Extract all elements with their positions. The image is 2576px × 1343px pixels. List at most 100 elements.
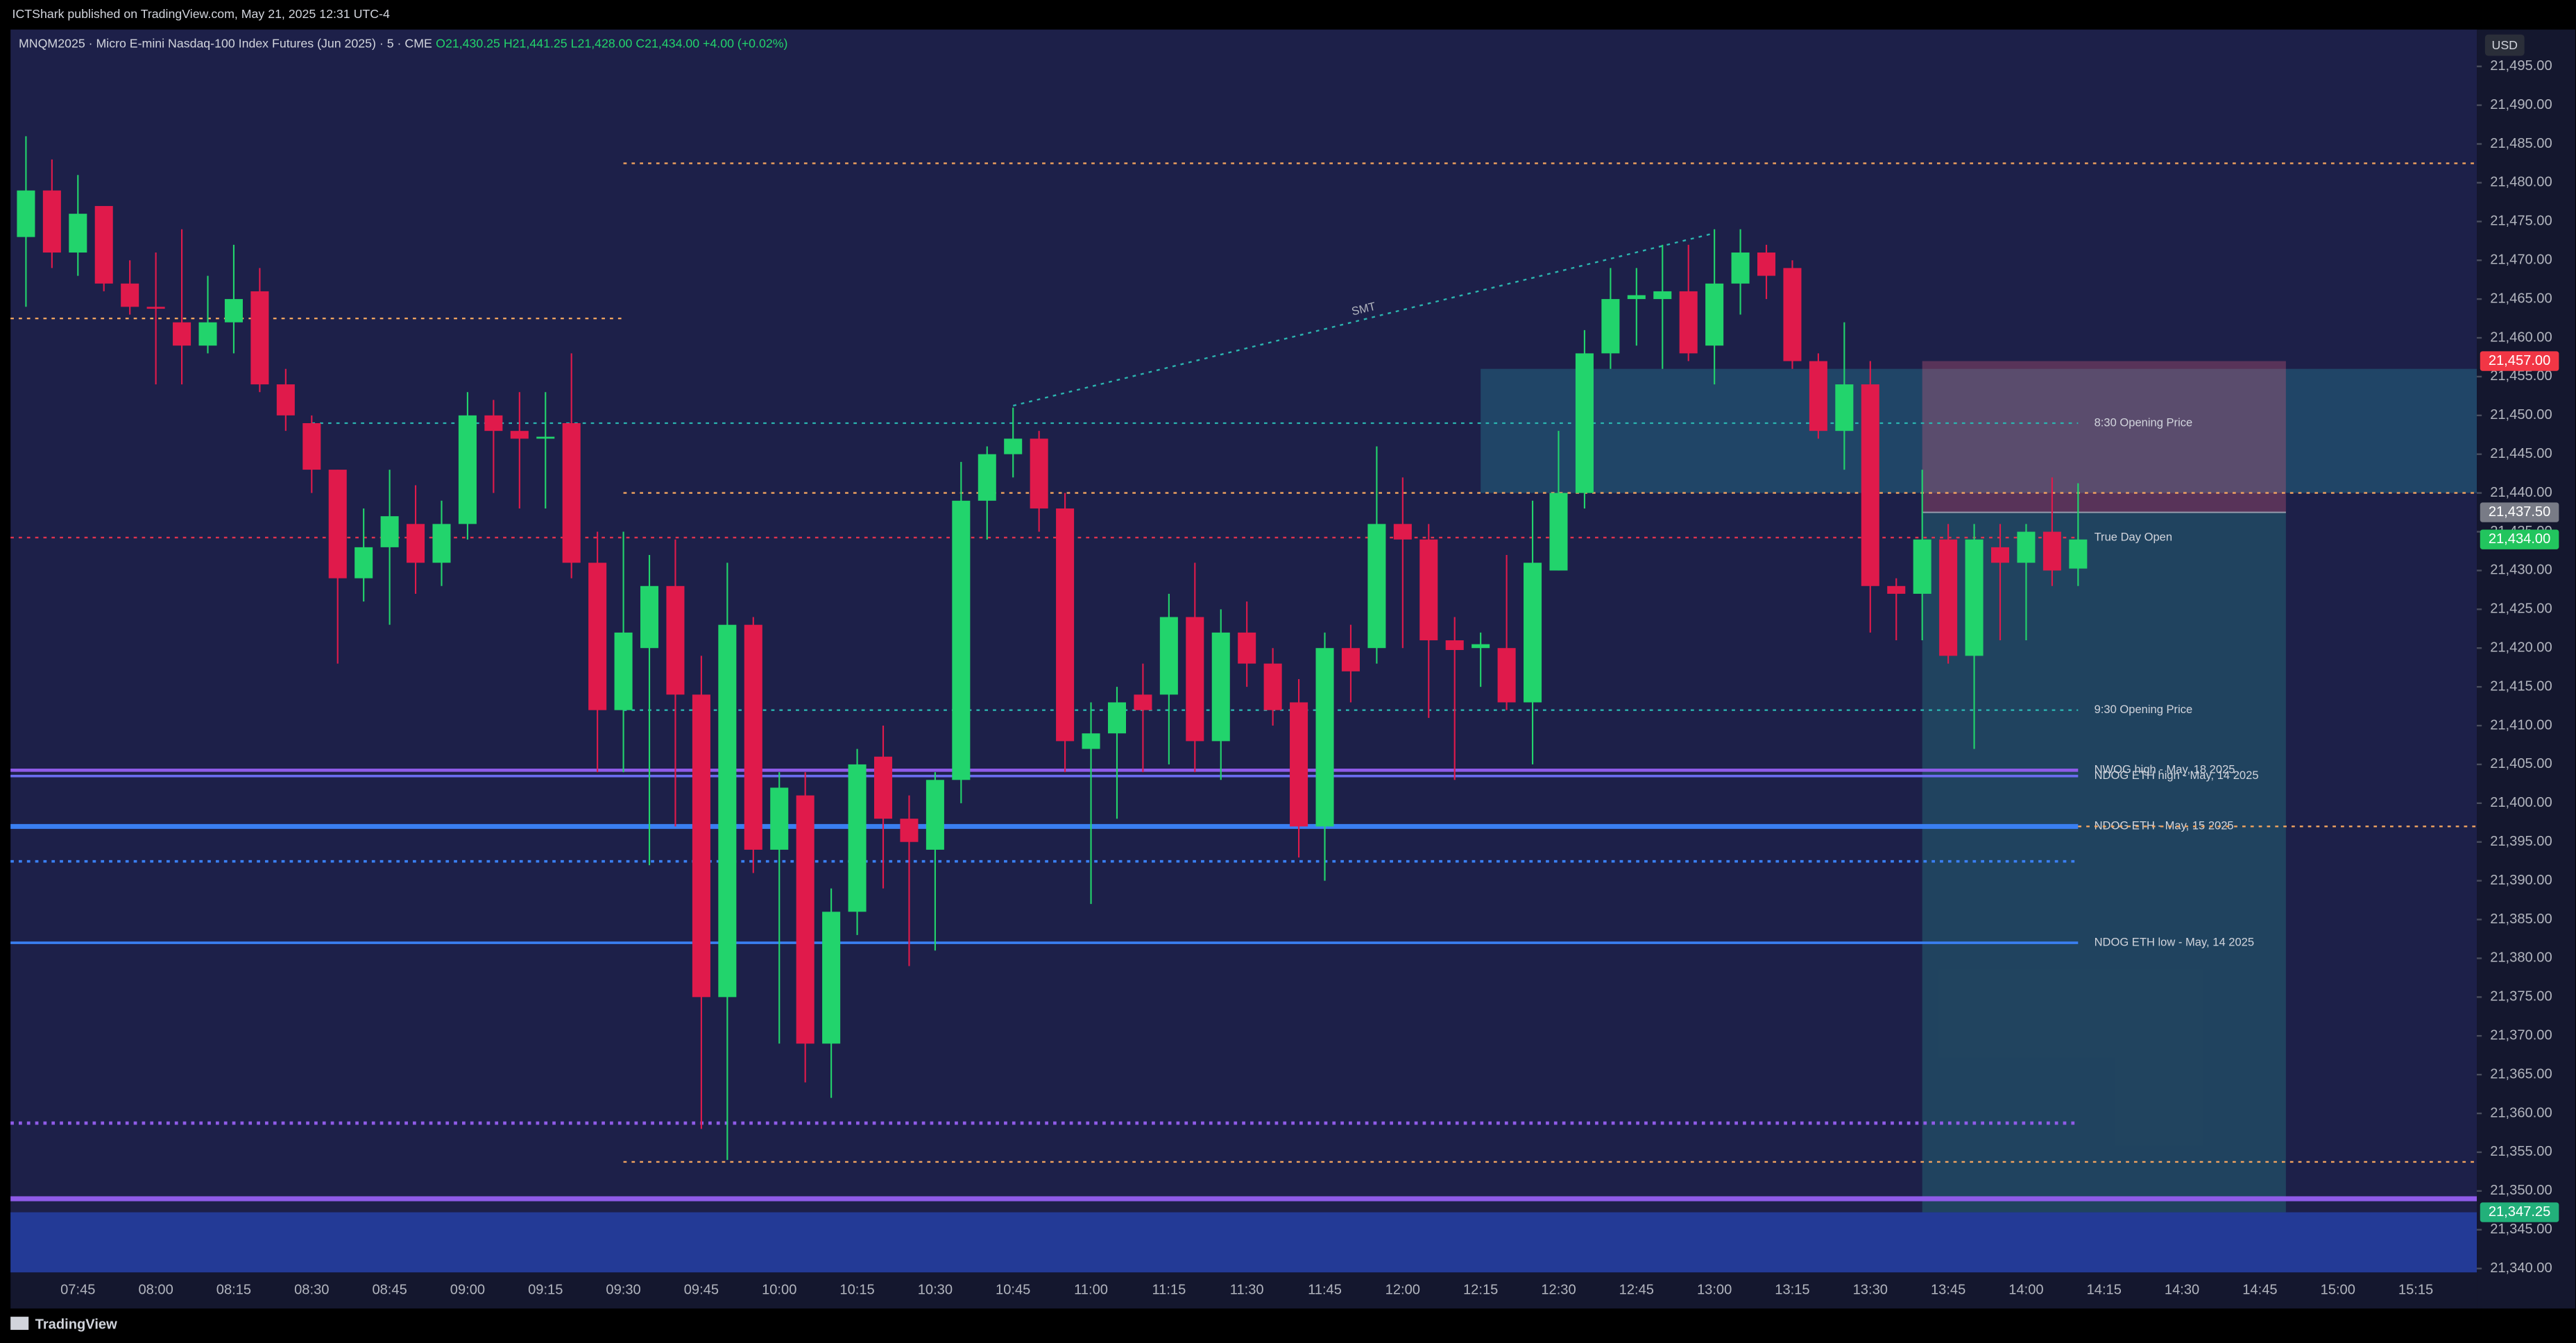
candle-body	[1419, 539, 1438, 641]
candle-body	[1835, 384, 1854, 431]
candle-body	[42, 190, 61, 253]
candle-body	[978, 454, 996, 501]
candle-body	[1809, 361, 1827, 431]
candle-body	[2042, 531, 2061, 571]
level-label: NDOG ETH - May, 15 2025	[2095, 819, 2234, 832]
candle-body	[146, 307, 165, 309]
x-tick-label: 13:00	[1697, 1283, 1732, 1298]
candle-body	[588, 563, 607, 710]
y-tick-label: 21,415.00	[2490, 678, 2552, 694]
publisher-line: ICTShark published on TradingView.com, M…	[12, 7, 390, 21]
x-tick-label: 15:15	[2398, 1283, 2433, 1298]
x-tick-label: 12:15	[1463, 1283, 1498, 1298]
candle-body	[1939, 539, 1958, 656]
x-tick-label: 11:15	[1152, 1283, 1186, 1298]
level-label: NWOG high - May, 18 2025	[2095, 763, 2235, 776]
x-tick-label: 08:45	[372, 1283, 407, 1298]
price-tag-label: 21,437.50	[2489, 504, 2550, 520]
y-tick-label: 21,380.00	[2490, 950, 2552, 966]
candle-body	[355, 547, 373, 579]
x-tick-label: 10:15	[839, 1283, 874, 1298]
x-tick-label: 09:45	[684, 1283, 719, 1298]
x-tick-label: 12:00	[1385, 1283, 1420, 1298]
y-tick-label: 21,425.00	[2490, 601, 2552, 617]
candle-body	[822, 912, 841, 1044]
candle-body	[1653, 291, 1672, 300]
zone	[1481, 368, 2477, 493]
y-tick-label: 21,450.00	[2490, 407, 2552, 422]
y-tick-label: 21,470.00	[2490, 253, 2552, 268]
zone	[10, 1212, 2477, 1273]
candle-body	[276, 384, 295, 416]
candle-body	[1341, 648, 1360, 672]
candle-body	[718, 624, 737, 998]
y-tick-label: 21,430.00	[2490, 563, 2552, 578]
candle-body	[1757, 253, 1776, 276]
candle-body	[407, 524, 425, 563]
candle-body	[1679, 291, 1698, 354]
candle-body	[1134, 694, 1152, 710]
candle-body	[432, 524, 451, 563]
candle-body	[848, 764, 867, 912]
candle-body	[873, 756, 893, 819]
candle-body	[1965, 539, 1984, 656]
y-tick-label: 21,490.00	[2490, 97, 2552, 112]
candle-body	[562, 422, 581, 563]
x-tick-label: 14:00	[2008, 1283, 2043, 1298]
x-tick-label: 10:30	[918, 1283, 953, 1298]
candle-body	[536, 436, 555, 439]
currency: USD	[2492, 38, 2518, 52]
price-tag-label: 21,347.25	[2489, 1204, 2550, 1220]
x-tick-label: 14:15	[2087, 1283, 2122, 1298]
x-tick-label: 12:30	[1541, 1283, 1576, 1298]
y-tick-label: 21,485.00	[2490, 136, 2552, 151]
candle-body	[1211, 632, 1230, 742]
candle-body	[1315, 648, 1334, 827]
candle-body	[328, 470, 347, 579]
x-tick-label: 13:45	[1931, 1283, 1965, 1298]
y-tick-label: 21,340.00	[2490, 1260, 2552, 1276]
brand-logo	[10, 1317, 29, 1331]
candle-body	[640, 585, 659, 649]
x-tick-label: 08:30	[294, 1283, 329, 1298]
symbol-legend: MNQM2025 · Micro E-mini Nasdaq-100 Index…	[19, 37, 432, 51]
candle-body	[1393, 524, 1412, 540]
x-tick-label: 12:45	[1619, 1283, 1654, 1298]
candle-body	[173, 322, 191, 346]
y-tick-label: 21,400.00	[2490, 795, 2552, 810]
y-tick-label: 21,495.00	[2490, 58, 2552, 74]
x-tick-label: 11:00	[1074, 1283, 1108, 1298]
y-tick-label: 21,455.00	[2490, 368, 2552, 384]
candle-body	[770, 787, 789, 850]
level-label: True Day Open	[2095, 530, 2173, 543]
candle-body	[1783, 268, 1802, 361]
candle-body	[926, 780, 944, 850]
ohlc-legend: O21,430.25 H21,441.25 L21,428.00 C21,434…	[436, 37, 787, 51]
candle-body	[952, 500, 971, 780]
candle-body	[1575, 353, 1594, 493]
plot: 8:30 Opening Price True Day Open 9:30 Open…	[10, 136, 2477, 1273]
y-tick-label: 21,480.00	[2490, 175, 2552, 190]
candle-body	[614, 632, 633, 710]
candle-body	[692, 694, 710, 998]
candle-body	[1056, 508, 1075, 742]
y-tick-label: 21,395.00	[2490, 834, 2552, 849]
candle-body	[1030, 438, 1048, 508]
price-axis	[2477, 29, 2576, 1309]
candle-body	[1887, 585, 1906, 594]
candle-body	[1861, 384, 1879, 586]
candle-body	[17, 190, 35, 237]
candle-body	[1524, 563, 1542, 703]
y-tick-label: 21,445.00	[2490, 446, 2552, 461]
candle-body	[1705, 283, 1724, 346]
candle-body	[198, 322, 217, 346]
candle-body	[1107, 702, 1126, 734]
x-tick-label: 10:45	[996, 1283, 1030, 1298]
candle-body	[1004, 438, 1023, 454]
x-tick-label: 10:00	[762, 1283, 796, 1298]
candle-body	[250, 291, 269, 385]
x-tick-label: 11:45	[1308, 1283, 1342, 1298]
x-tick-label: 09:30	[606, 1283, 640, 1298]
candle-body	[1601, 299, 1620, 354]
candle-body	[1367, 524, 1386, 649]
